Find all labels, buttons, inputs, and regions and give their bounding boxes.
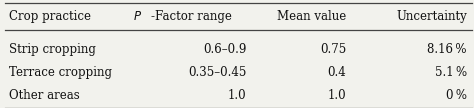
Text: 0.35–0.45: 0.35–0.45: [188, 66, 246, 79]
Text: 0.4: 0.4: [327, 66, 346, 79]
Text: Mean value: Mean value: [277, 10, 346, 23]
Text: Uncertainty: Uncertainty: [396, 10, 467, 23]
Text: 5.1 %: 5.1 %: [435, 66, 467, 79]
Text: 1.0: 1.0: [228, 89, 246, 102]
Text: 0.75: 0.75: [320, 43, 346, 56]
Text: Terrace cropping: Terrace cropping: [9, 66, 112, 79]
Text: 0.6–0.9: 0.6–0.9: [203, 43, 246, 56]
Text: 0 %: 0 %: [446, 89, 467, 102]
Text: 1.0: 1.0: [328, 89, 346, 102]
Text: -Factor range: -Factor range: [151, 10, 232, 23]
Text: Strip cropping: Strip cropping: [9, 43, 96, 56]
Text: $\it{P}$: $\it{P}$: [133, 10, 142, 23]
Text: Crop practice: Crop practice: [9, 10, 91, 23]
Text: 8.16 %: 8.16 %: [428, 43, 467, 56]
Text: Other areas: Other areas: [9, 89, 80, 102]
